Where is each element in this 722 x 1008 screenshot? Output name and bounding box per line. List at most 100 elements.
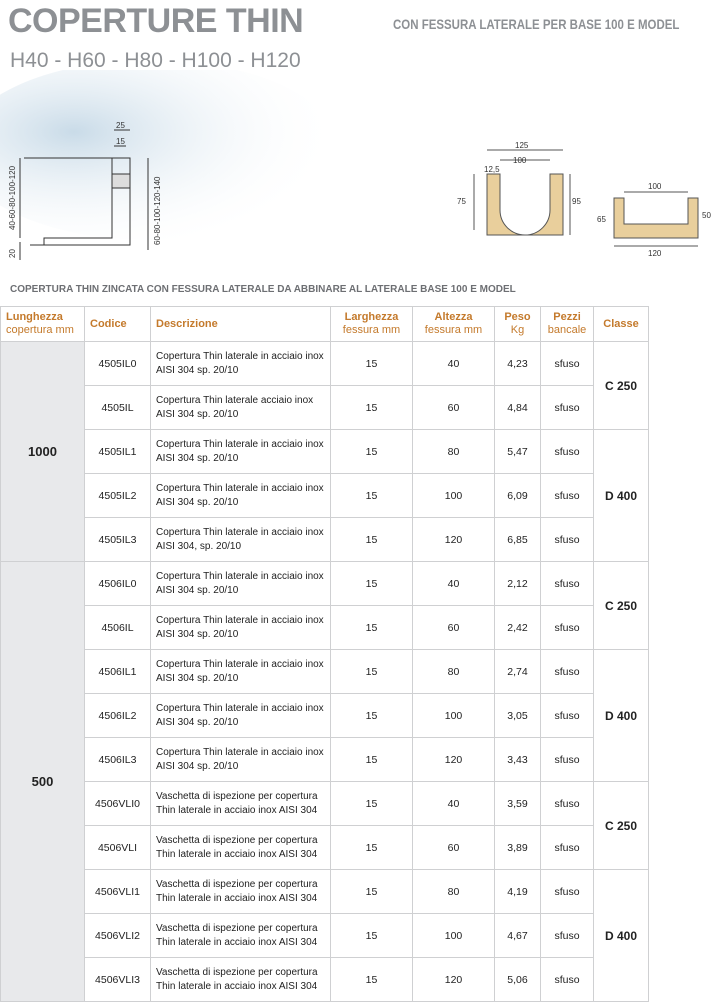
dimension-label: 25: [116, 121, 125, 130]
slot-width-cell: 15: [330, 561, 413, 606]
table-row: 4506IL Copertura Thin laterale in acciaio…: [1, 605, 649, 650]
slot-width-cell: 15: [330, 429, 413, 474]
description-cell: Vaschetta di ispezione per copertura Thin…: [150, 913, 331, 958]
description-cell: Copertura Thin laterale in acciaio inox A…: [150, 517, 331, 562]
code-cell: 4505IL1: [84, 429, 151, 474]
description-line: Copertura Thin laterale in acciaio inox: [156, 658, 324, 670]
weight-cell: 2,42: [494, 605, 541, 650]
weight-cell: 6,85: [494, 517, 541, 562]
code-cell: 4506IL2: [84, 693, 151, 738]
pieces-cell: sfuso: [540, 517, 594, 562]
description-cell: Copertura Thin laterale in acciaio inox A…: [150, 737, 331, 782]
subtitle: CON FESSURA LATERALE PER BASE 100 E MODE…: [393, 16, 680, 32]
code-cell: 4505IL: [84, 385, 151, 430]
table-row: 4506IL2 Copertura Thin laterale in acciai…: [1, 693, 649, 738]
description-line: Copertura Thin laterale in acciaio inox: [156, 746, 324, 758]
table-row: 4505IL1 Copertura Thin laterale in acciai…: [1, 429, 649, 562]
table-row: 4505IL3 Copertura Thin laterale in acciai…: [1, 517, 649, 562]
slot-height-cell: 60: [412, 825, 495, 870]
table-row: 4506VLI0 Vaschetta di ispezione per coper…: [1, 781, 649, 870]
header-main: Lunghezza: [6, 311, 63, 323]
header-main: Descrizione: [156, 317, 218, 330]
weight-cell: 3,59: [494, 781, 541, 826]
code-cell: 4506VLI0: [84, 781, 151, 826]
description-cell: Copertura Thin laterale acciaio inox AISI…: [150, 385, 331, 430]
dimension-label: 100: [648, 182, 662, 191]
description-line: Copertura Thin laterale acciaio inox: [156, 394, 314, 406]
table-body: 1000 4505IL0 Copertura Thin laterale in ac…: [0, 341, 649, 1002]
description-line: AISI 304 sp. 20/10: [156, 496, 239, 508]
description-line: Vaschetta di ispezione per copertura: [156, 834, 318, 846]
slot-width-cell: 15: [330, 605, 413, 650]
code-cell: 4506VLI2: [84, 913, 151, 958]
slot-height-cell: 80: [412, 429, 495, 474]
table-row: 4506IL1 Copertura Thin laterale in acciai…: [1, 649, 649, 782]
column-header: Descrizione: [150, 306, 331, 342]
header-main: Peso: [504, 311, 531, 323]
description-line: AISI 304 sp. 20/10: [156, 452, 239, 464]
description-line: AISI 304 sp. 20/10: [156, 760, 239, 772]
weight-cell: 3,05: [494, 693, 541, 738]
class-cell: D 400: [593, 869, 649, 1002]
description-cell: Copertura Thin laterale in acciaio inox A…: [150, 429, 331, 474]
table-row: 4506VLI1 Vaschetta di ispezione per coper…: [1, 869, 649, 1002]
pieces-cell: sfuso: [540, 737, 594, 782]
column-header: Altezza fessura mm: [412, 306, 495, 342]
pieces-cell: sfuso: [540, 913, 594, 958]
description-line: Thin laterale in acciaio inox AISI 304: [156, 980, 318, 992]
table-row: 4506VLI Vaschetta di ispezione per copert…: [1, 825, 649, 870]
slot-width-cell: 15: [330, 341, 413, 386]
description-line: AISI 304 sp. 20/10: [156, 408, 239, 420]
slot-width-cell: 15: [330, 473, 413, 518]
dimension-label: 12,5: [484, 165, 500, 174]
water-splash: [0, 70, 340, 240]
table-caption: COPERTURA THIN ZINCATA CON FESSURA LATER…: [10, 284, 516, 295]
weight-cell: 5,47: [494, 429, 541, 474]
table-row: 4505IL Copertura Thin laterale acciaio in…: [1, 385, 649, 430]
pieces-cell: sfuso: [540, 429, 594, 474]
dimension-label: 15: [116, 137, 125, 146]
dimension-label: 20: [8, 249, 17, 258]
dimension-label: 60-80-100-120-140: [153, 176, 162, 245]
description-cell: Copertura Thin laterale in acciaio inox A…: [150, 341, 331, 386]
class-cell: D 400: [593, 429, 649, 562]
header-sub: bancale: [547, 324, 587, 336]
code-cell: 4506IL0: [84, 561, 151, 606]
weight-cell: 4,23: [494, 341, 541, 386]
table-row: 4506IL3 Copertura Thin laterale in acciai…: [1, 737, 649, 782]
weight-cell: 4,19: [494, 869, 541, 914]
weight-cell: 6,09: [494, 473, 541, 518]
slot-height-cell: 120: [412, 737, 495, 782]
heights: H40 - H60 - H80 - H100 - H120: [10, 49, 301, 72]
header-main: Classe: [603, 317, 639, 330]
code-cell: 4505IL0: [84, 341, 151, 386]
slot-width-cell: 15: [330, 737, 413, 782]
pieces-cell: sfuso: [540, 957, 594, 1002]
header-main: Pezzi: [553, 311, 581, 323]
slot-width-cell: 15: [330, 781, 413, 826]
description-line: AISI 304 sp. 20/10: [156, 628, 239, 640]
pieces-cell: sfuso: [540, 649, 594, 694]
header-main: Altezza: [434, 311, 473, 323]
header-sub: fessura mm: [342, 324, 401, 336]
weight-cell: 2,12: [494, 561, 541, 606]
description-cell: Vaschetta di ispezione per copertura Thin…: [150, 825, 331, 870]
description-cell: Vaschetta di ispezione per copertura Thin…: [150, 869, 331, 914]
description-cell: Vaschetta di ispezione per copertura Thin…: [150, 781, 331, 826]
code-cell: 4506VLI1: [84, 869, 151, 914]
dimension-label: 120: [648, 249, 662, 258]
slot-width-cell: 15: [330, 649, 413, 694]
class-cell: C 250: [593, 341, 649, 430]
description-line: Thin laterale in acciaio inox AISI 304: [156, 848, 318, 860]
pieces-cell: sfuso: [540, 825, 594, 870]
slot-height-cell: 100: [412, 913, 495, 958]
slot-height-cell: 40: [412, 561, 495, 606]
description-line: Vaschetta di ispezione per copertura: [156, 922, 318, 934]
table-row: 1000 4505IL0 Copertura Thin laterale in ac…: [0, 341, 649, 562]
header-main: Larghezza: [344, 311, 399, 323]
slot-width-cell: 15: [330, 385, 413, 430]
drawings: 25 15 40-60-80-100-120 60-80-100-120-140…: [0, 70, 711, 260]
table-row: 4506VLI2 Vaschetta di ispezione per coper…: [1, 913, 649, 958]
slot-height-cell: 60: [412, 385, 495, 430]
code-cell: 4506IL1: [84, 649, 151, 694]
